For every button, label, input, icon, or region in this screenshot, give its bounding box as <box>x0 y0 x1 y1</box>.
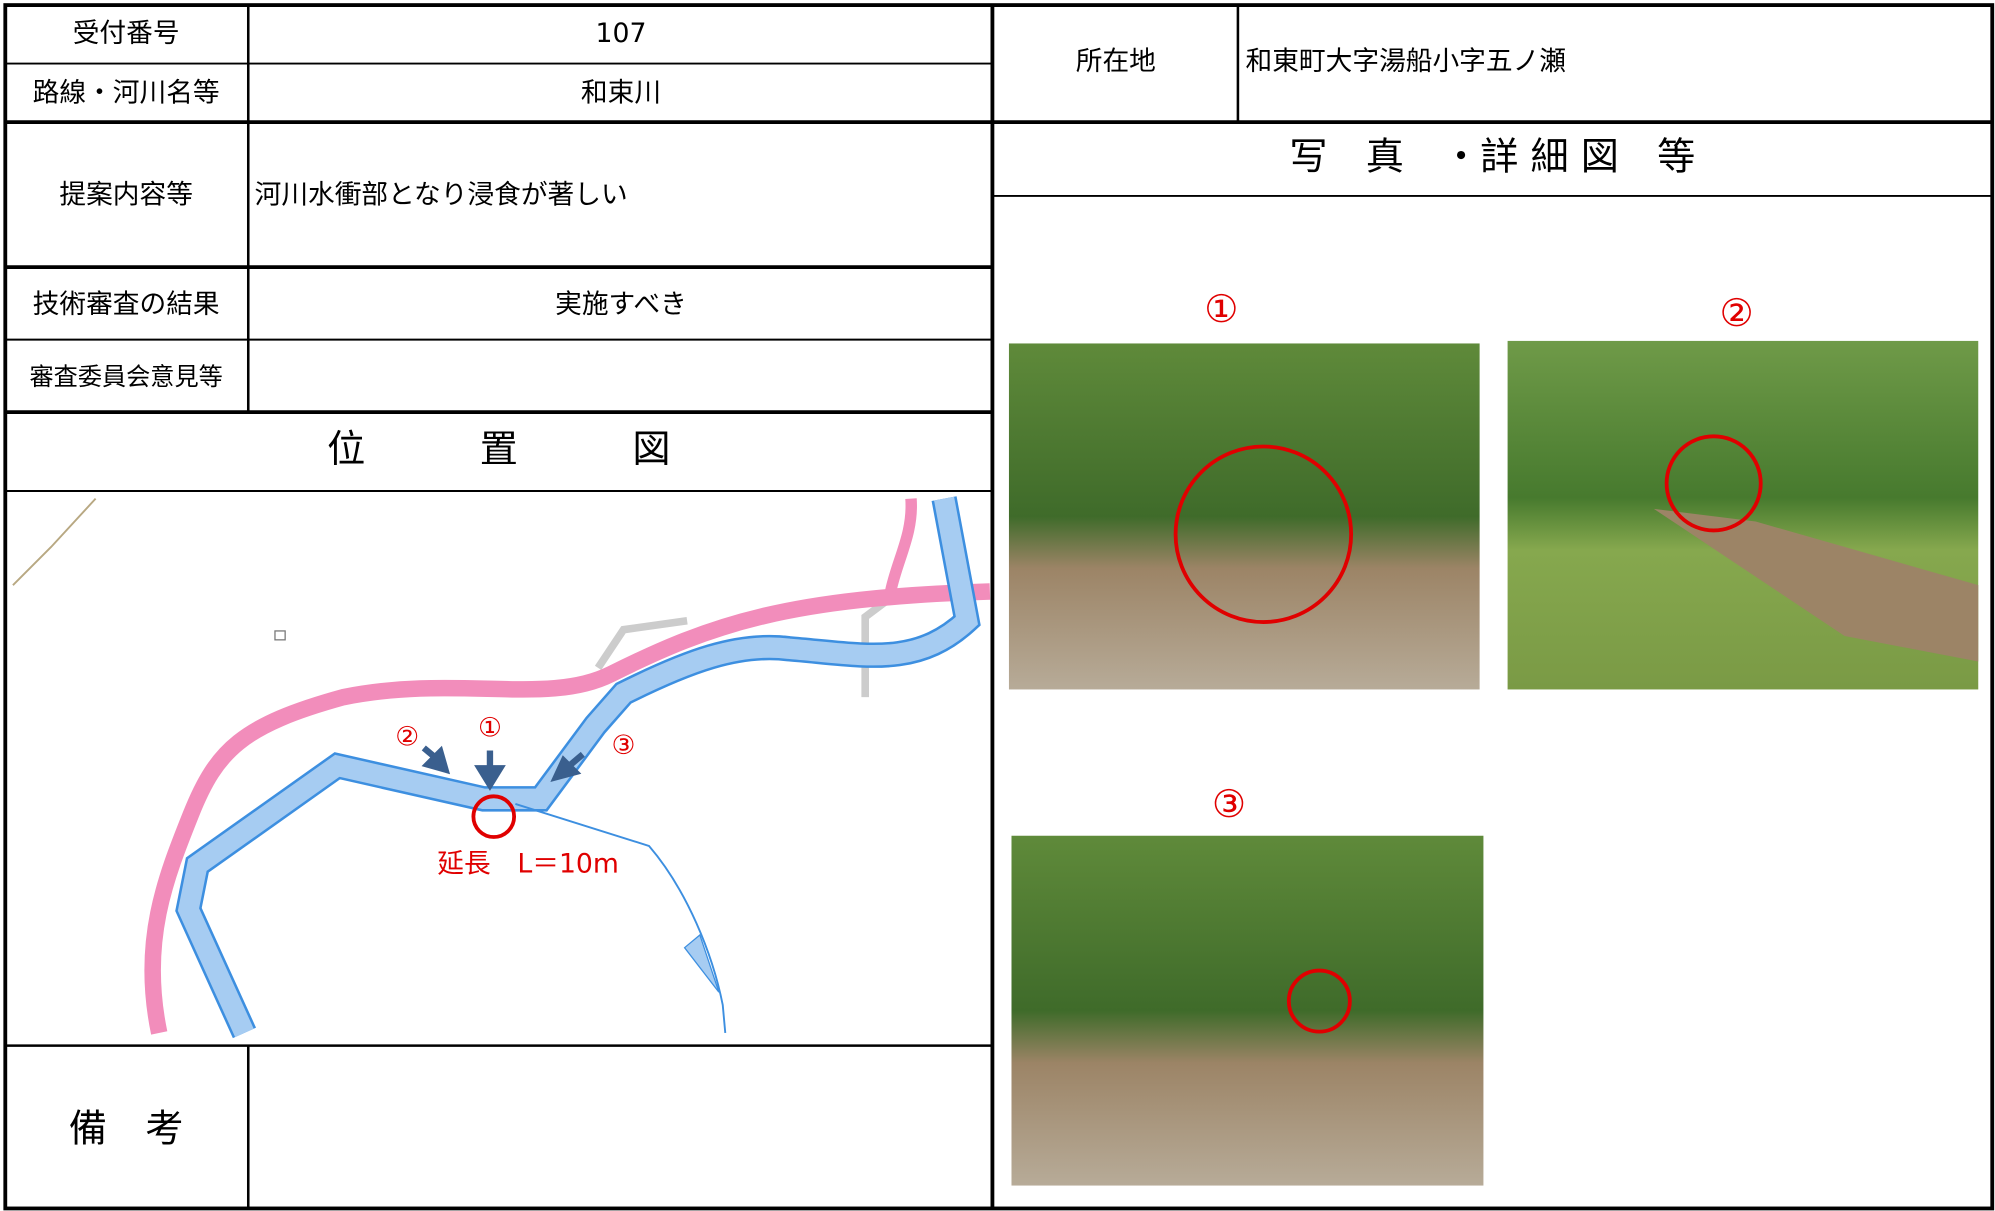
map-part <box>274 630 286 641</box>
map-part-part <box>550 755 582 783</box>
photos-part <box>1286 968 1352 1034</box>
label: 審査委員会意見等 <box>30 363 223 391</box>
photo-label: ② <box>1719 291 1753 335</box>
map-annotation: 延長 L＝10m <box>437 848 619 879</box>
photos-part <box>1011 835 1484 1186</box>
label: 備 考 <box>69 1106 183 1150</box>
label: 所在地 <box>1076 46 1156 77</box>
photos-part <box>1173 444 1354 624</box>
photos <box>1008 340 1979 1186</box>
section-title: 位 置 図 <box>327 427 670 471</box>
value: 河川水衝部となり浸食が著しい <box>255 179 628 210</box>
label: 路線・河川名等 <box>33 78 220 109</box>
map-part-part <box>474 765 506 791</box>
map-part <box>12 498 97 586</box>
photos-part <box>1664 434 1763 533</box>
value: 和東町大字湯船小字五ノ瀬 <box>1246 46 1566 77</box>
value: 実施すべき <box>555 289 687 320</box>
map-part <box>515 803 727 1033</box>
map-part <box>177 496 979 1038</box>
map-marker: ③ <box>612 730 636 761</box>
label: 受付番号 <box>73 18 180 49</box>
map-marker: ① <box>478 712 502 743</box>
map-part-part <box>421 745 451 775</box>
label: 提案内容等 <box>59 179 193 210</box>
map-part <box>471 794 517 839</box>
grid <box>3 3 1995 1211</box>
value: 和束川 <box>581 78 661 109</box>
map <box>12 496 991 1039</box>
map-part <box>421 745 585 791</box>
photo-label: ① <box>1204 287 1238 331</box>
map-part <box>683 933 720 993</box>
map-marker: ② <box>395 721 419 752</box>
photos-part <box>1653 508 1979 662</box>
photos-part <box>1008 343 1480 690</box>
map-part <box>885 498 917 593</box>
section-title: 写 真 ・詳 細 図 等 <box>1289 135 1695 179</box>
value: 107 <box>595 18 646 49</box>
photo-label: ③ <box>1212 782 1246 826</box>
grid-part <box>3 3 1995 1211</box>
label: 技術審査の結果 <box>33 289 220 320</box>
map-part <box>144 583 991 1035</box>
